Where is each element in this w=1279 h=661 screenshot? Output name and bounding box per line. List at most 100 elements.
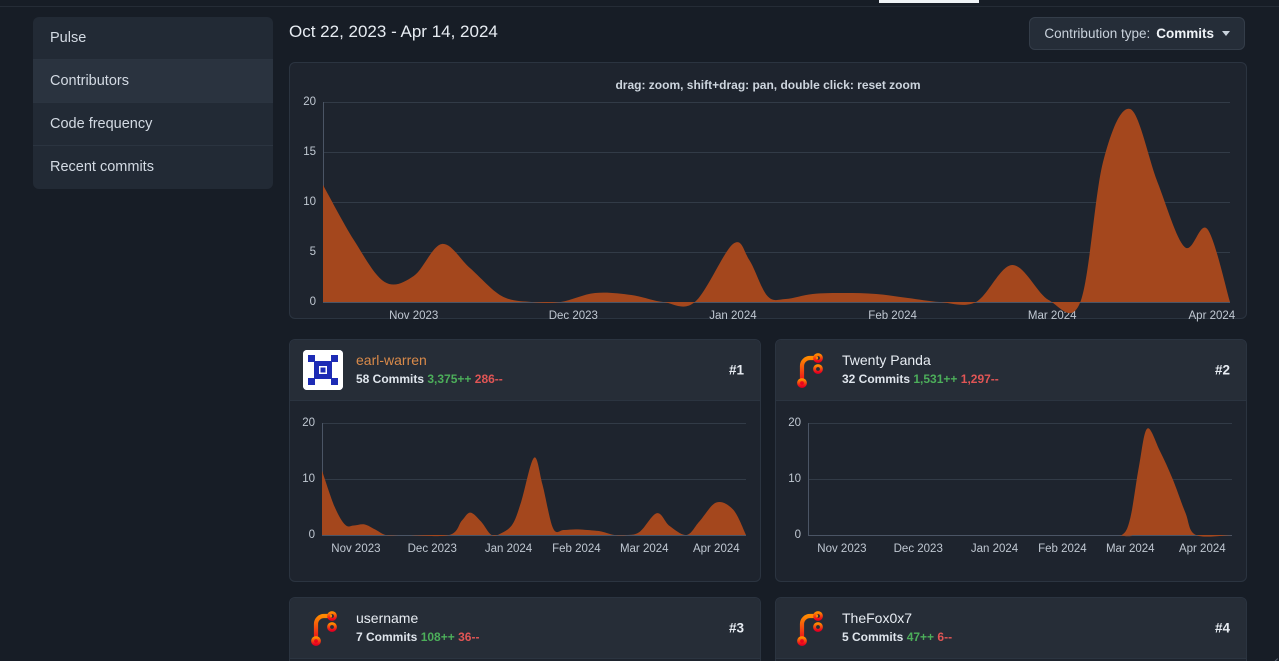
contributor-stats: 5 Commits 47++ 6-- — [842, 629, 952, 646]
topbar-divider — [0, 6, 1279, 7]
chart-series-svg — [323, 108, 1230, 314]
y-axis-tick: 20 — [303, 96, 316, 108]
deletions-count: 6-- — [937, 630, 953, 644]
chevron-down-icon — [1222, 31, 1230, 36]
contributor-commits-chart[interactable]: 0 10 20 Nov 2023 Dec 2023 Jan 2024 Feb 2024 Mar… — [788, 417, 1232, 555]
forgejo-logo-avatar — [311, 611, 337, 646]
contributor-stats: 7 Commits 108++ 36-- — [356, 629, 479, 646]
x-axis-tick: Apr 2024 — [1188, 310, 1236, 322]
y-axis-tick: 0 — [308, 529, 315, 541]
area-series — [323, 108, 1230, 314]
main-commits-chart-panel[interactable]: drag: zoom, shift+drag: pan, double clic… — [289, 62, 1247, 322]
commit-count: 5 Commits — [842, 630, 904, 644]
main-commits-chart[interactable]: 0 5 10 15 20 Nov 2023 Dec 2023 Jan 2024 Feb 2024… — [303, 96, 1235, 322]
contributor-card[interactable]: earl-warren 58 Commits 3,375++ 286-- #1 0 10… — [289, 339, 761, 582]
sidebar-item-label: Pulse — [50, 30, 87, 46]
contributor-stats: 32 Commits 1,531++ 1,297-- — [842, 371, 999, 388]
sidebar-item-label: Recent commits — [50, 159, 154, 175]
x-axis-tick: Jan 2024 — [709, 310, 757, 322]
x-axis-tick: Mar 2024 — [1105, 543, 1155, 555]
deletions-count: 286-- — [474, 372, 503, 386]
gridline — [808, 535, 1232, 536]
contributor-card[interactable]: TheFox0x7 5 Commits 47++ 6-- #4 — [775, 597, 1247, 661]
sidebar-item-code-frequency[interactable]: Code frequency — [33, 103, 273, 146]
contributor-rank: #3 — [728, 620, 744, 636]
x-axis-tick: Nov 2023 — [817, 543, 867, 555]
chart-series-svg — [808, 428, 1232, 537]
x-axis-tick: Feb 2024 — [1038, 543, 1087, 555]
additions-count: 108++ — [420, 630, 455, 644]
gridline — [323, 252, 1230, 253]
x-axis-tick: Nov 2023 — [331, 543, 381, 555]
contributor-meta: TheFox0x7 5 Commits 47++ 6-- — [842, 610, 952, 646]
forgejo-logo-avatar — [797, 353, 823, 388]
x-axis-tick: Dec 2023 — [548, 310, 598, 322]
forgejo-logo-avatar — [797, 611, 823, 646]
contributor-card-header: Twenty Panda 32 Commits 1,531++ 1,297-- #2 — [776, 340, 1246, 401]
contributor-meta: earl-warren 58 Commits 3,375++ 286-- — [356, 352, 503, 388]
y-axis-tick: 15 — [303, 146, 316, 158]
contributor-rank: #2 — [1214, 362, 1230, 378]
chart-zoom-hint: drag: zoom, shift+drag: pan, double clic… — [615, 78, 921, 92]
y-axis-tick: 10 — [788, 473, 801, 485]
x-axis-tick: Mar 2024 — [1027, 310, 1077, 322]
x-axis-tick: Mar 2024 — [619, 543, 669, 555]
sidebar-item-pulse[interactable]: Pulse — [33, 17, 273, 60]
contributor-meta: username 7 Commits 108++ 36-- — [356, 610, 479, 646]
contributor-card-header: TheFox0x7 5 Commits 47++ 6-- #4 — [776, 598, 1246, 659]
y-axis-tick: 10 — [302, 473, 315, 485]
gridline — [323, 152, 1230, 153]
contribution-type-label: Contribution type: — [1044, 26, 1151, 41]
gridline — [322, 535, 746, 536]
page-title: Oct 22, 2023 - Apr 14, 2024 — [289, 22, 498, 41]
y-axis-tick: 5 — [309, 246, 316, 258]
x-axis-tick: Jan 2024 — [484, 543, 533, 555]
chart-series-svg — [322, 457, 746, 537]
commit-count: 7 Commits — [356, 630, 418, 644]
sidebar-item-recent-commits[interactable]: Recent commits — [33, 146, 273, 189]
contributor-card[interactable]: Twenty Panda 32 Commits 1,531++ 1,297-- #2… — [775, 339, 1247, 582]
deletions-count: 36-- — [458, 630, 480, 644]
contributor-username[interactable]: username — [356, 610, 419, 626]
identicon-avatar — [303, 350, 343, 390]
y-axis-line — [808, 423, 809, 535]
commit-count: 58 Commits — [356, 372, 425, 386]
contributor-card-header: earl-warren 58 Commits 3,375++ 286-- #1 — [290, 340, 760, 401]
y-axis-tick: 10 — [303, 196, 316, 208]
additions-count: 3,375++ — [427, 372, 472, 386]
x-axis-tick: Apr 2024 — [692, 543, 740, 555]
gridline — [808, 479, 1232, 480]
area-series — [322, 457, 746, 537]
contributor-username[interactable]: Twenty Panda — [842, 352, 931, 368]
sidebar-item-label: Code frequency — [50, 116, 153, 132]
contributor-username[interactable]: earl-warren — [356, 352, 427, 368]
additions-count: 47++ — [906, 630, 935, 644]
gridline — [323, 302, 1230, 303]
contributor-commits-chart[interactable]: 0 10 20 Nov 2023 Dec 2023 Jan 2024 Feb 2024 Mar… — [302, 417, 746, 555]
sidebar-item-contributors[interactable]: Contributors — [33, 60, 273, 103]
x-axis-tick: Jan 2024 — [970, 543, 1019, 555]
active-tab-indicator — [879, 0, 979, 3]
contributor-meta: Twenty Panda 32 Commits 1,531++ 1,297-- — [842, 352, 999, 388]
contributor-stats: 58 Commits 3,375++ 286-- — [356, 371, 503, 388]
contributor-card[interactable]: username 7 Commits 108++ 36-- #3 — [289, 597, 761, 661]
y-axis-tick: 20 — [788, 417, 801, 429]
sidebar-item-label: Contributors — [50, 73, 129, 89]
area-series — [808, 428, 1232, 537]
window-resize-handle[interactable] — [1263, 645, 1279, 661]
commit-count: 32 Commits — [842, 372, 911, 386]
contributor-username[interactable]: TheFox0x7 — [842, 610, 913, 626]
gridline — [323, 202, 1230, 203]
gridline — [808, 423, 1232, 424]
contributor-chart-body[interactable]: 0 10 20 Nov 2023 Dec 2023 Jan 2024 Feb 2024 Mar… — [776, 401, 1246, 582]
x-axis-tick: Dec 2023 — [407, 543, 457, 555]
contribution-type-value: Commits — [1156, 26, 1214, 41]
contributor-chart-body[interactable]: 0 10 20 Nov 2023 Dec 2023 Jan 2024 Feb 2024 Mar… — [290, 401, 760, 582]
insights-sidebar: Pulse Contributors Code frequency Recent co… — [33, 17, 273, 189]
contributor-card-header: username 7 Commits 108++ 36-- #3 — [290, 598, 760, 659]
additions-count: 1,531++ — [913, 372, 958, 386]
contributor-rank: #4 — [1214, 620, 1230, 636]
gridline — [322, 423, 746, 424]
contribution-type-dropdown[interactable]: Contribution type: Commits — [1029, 17, 1245, 50]
